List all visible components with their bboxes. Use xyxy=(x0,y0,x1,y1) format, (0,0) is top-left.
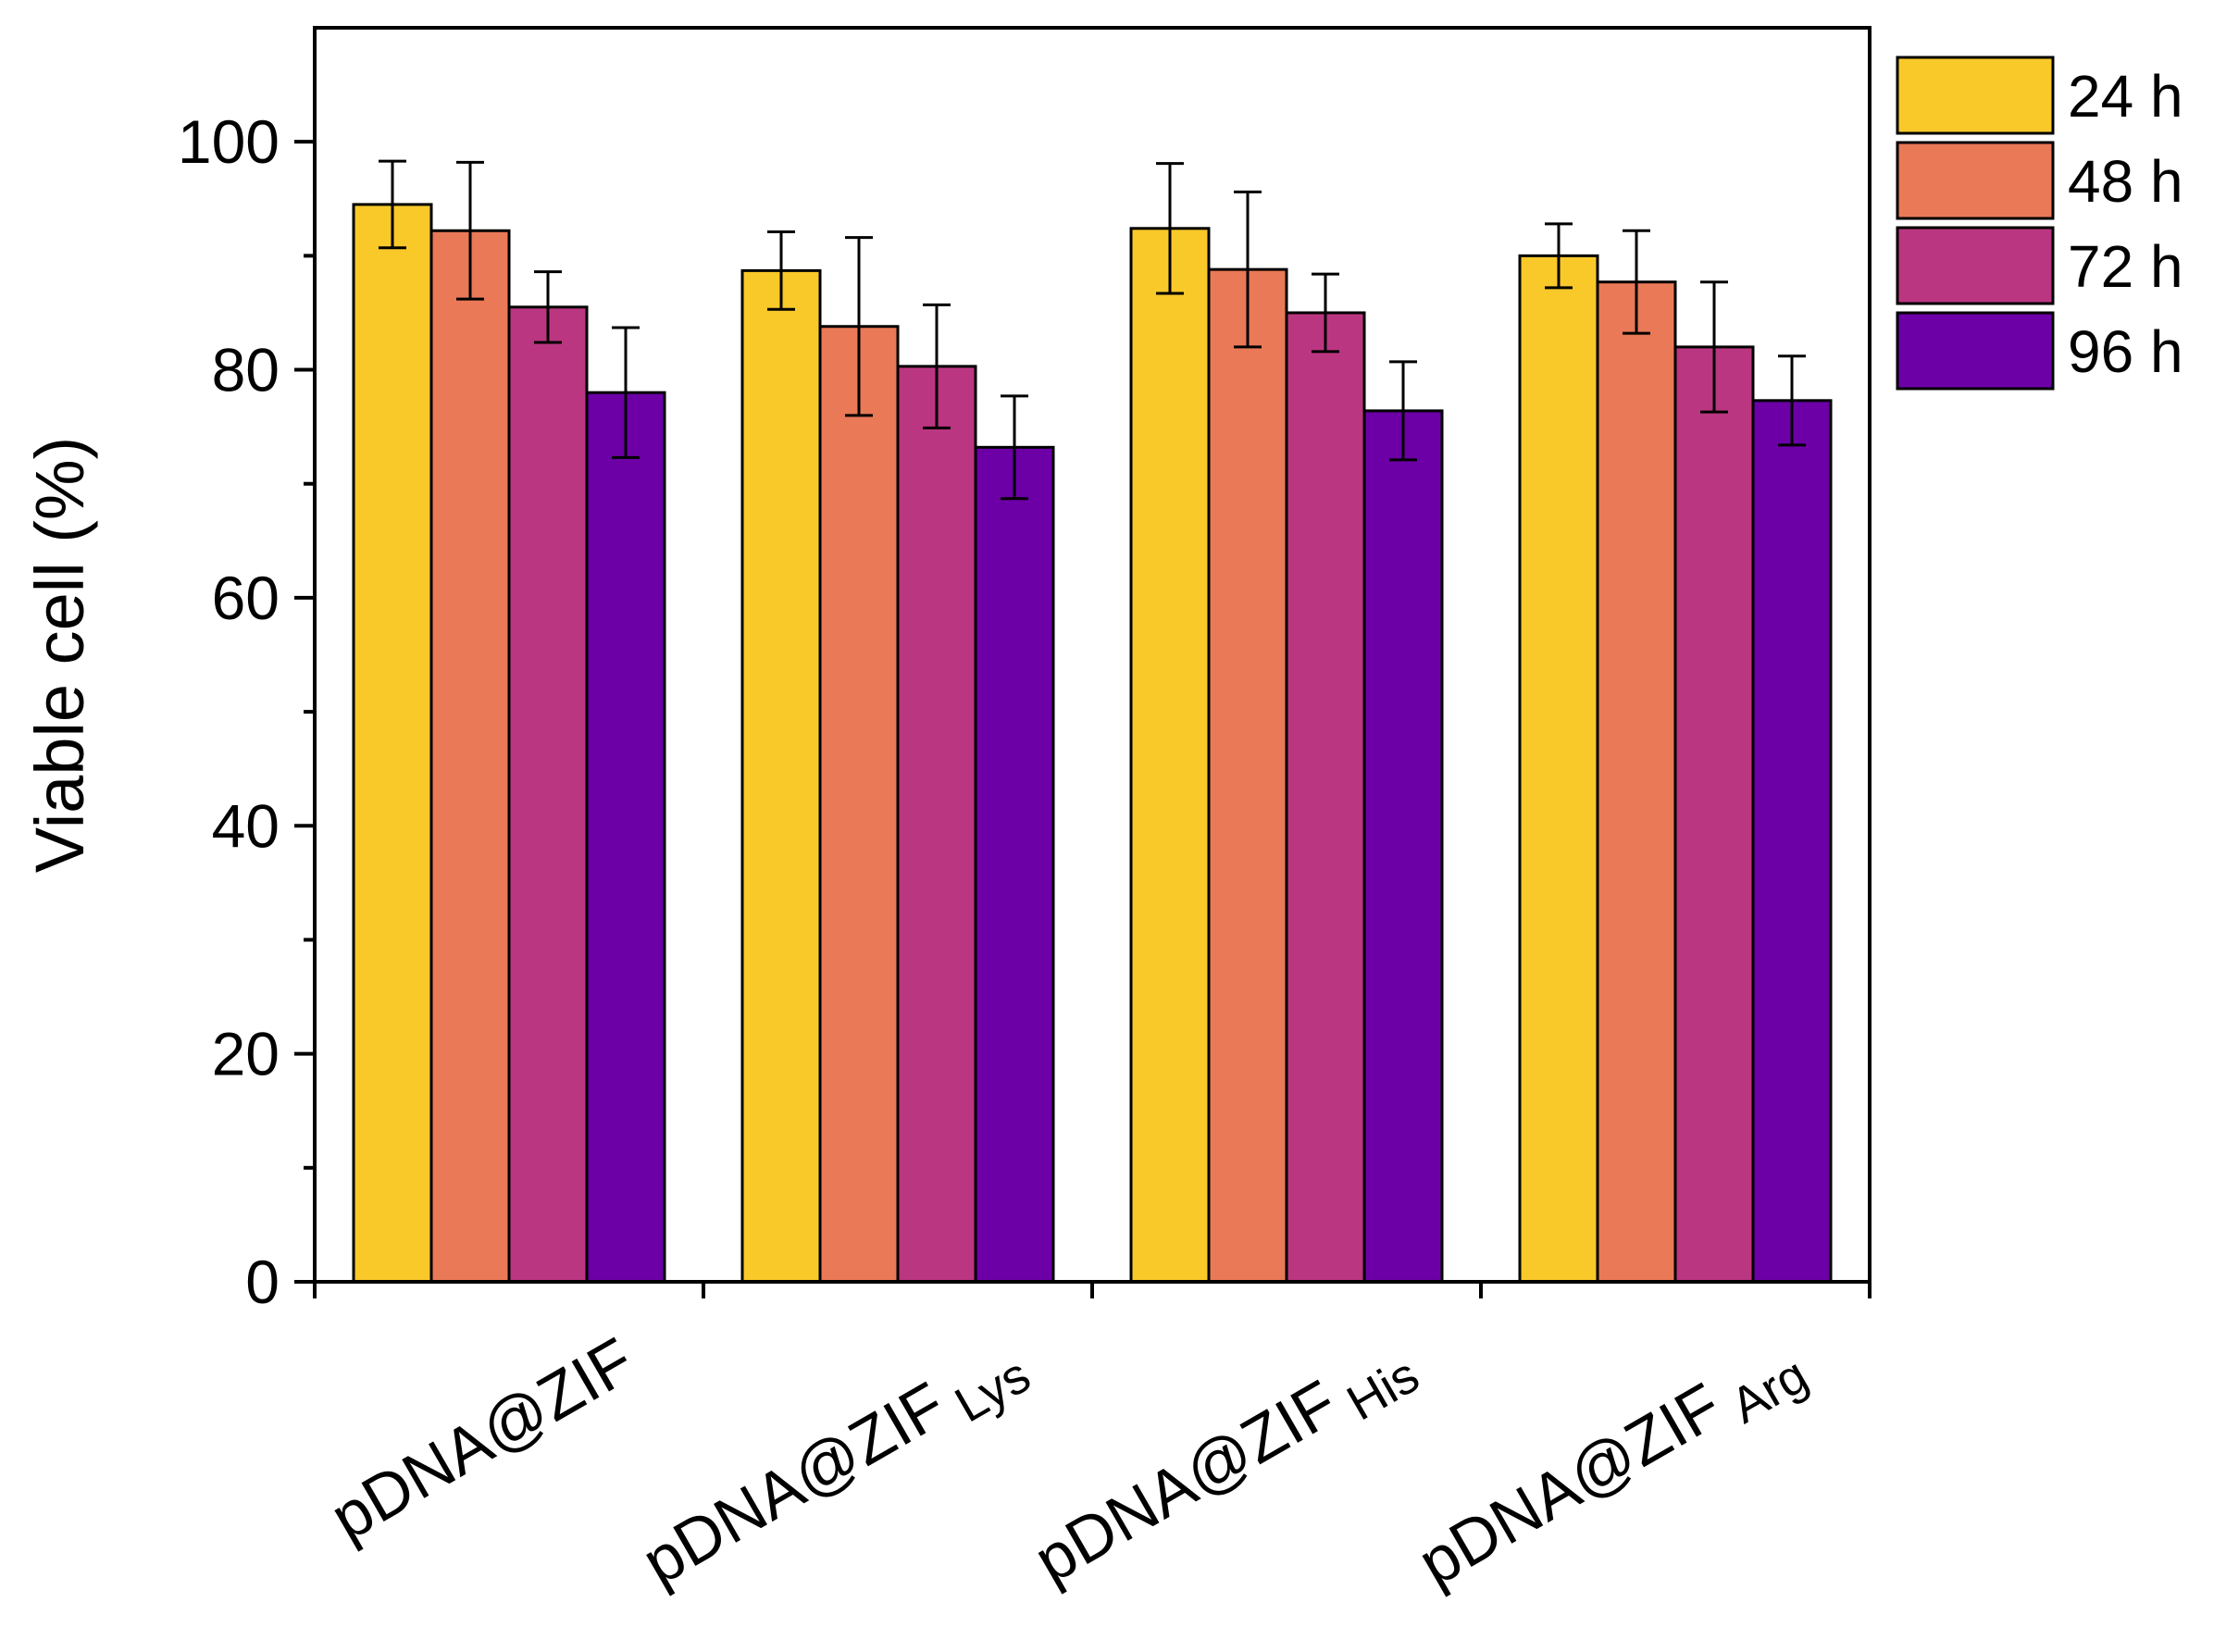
x-axis: pDNA@ZIFpDNA@ZIFLyspDNA@ZIFHispDNA@ZIFAr… xyxy=(313,1282,1872,1608)
legend-swatch xyxy=(1896,226,2055,305)
legend-swatch xyxy=(1896,311,2055,391)
x-category-label: pDNA@ZIFLys xyxy=(630,1323,1039,1607)
bar-24h xyxy=(1129,227,1211,1284)
legend-label: 24 h xyxy=(2068,63,2183,130)
x-category-subscript: Arg xyxy=(1722,1348,1817,1435)
x-category-main: pDNA@ZIF xyxy=(318,1323,645,1554)
error-bars-layer xyxy=(379,159,1806,501)
y-tick-label: 80 xyxy=(212,336,280,404)
y-axis: 0 20 40 60 80 100 xyxy=(178,107,315,1316)
bar-48h xyxy=(1596,280,1677,1284)
y-tick-label: 40 xyxy=(212,791,280,860)
bar-72h xyxy=(896,365,977,1284)
bar-24h xyxy=(1518,254,1599,1284)
bars-layer xyxy=(352,203,1833,1284)
legend-swatch xyxy=(1896,56,2055,135)
x-category-label: pDNA@ZIFHis xyxy=(1023,1323,1428,1605)
bar-48h xyxy=(818,325,900,1284)
bar-96h xyxy=(974,445,1055,1284)
bar-72h xyxy=(1673,345,1755,1284)
x-category-main: pDNA@ZIF xyxy=(630,1368,957,1598)
y-tick-label: 0 xyxy=(245,1248,280,1316)
x-category-subscript: His xyxy=(1337,1348,1428,1432)
x-category-subscript: Lys xyxy=(946,1348,1039,1434)
y-tick-label: 100 xyxy=(178,107,280,176)
bar-72h xyxy=(507,305,589,1284)
x-category-label: pDNA@ZIFArg xyxy=(1406,1323,1817,1608)
x-category-main: pDNA@ZIF xyxy=(1023,1366,1349,1596)
bar-24h xyxy=(740,268,822,1284)
bar-48h xyxy=(429,229,511,1284)
legend-label: 72 h xyxy=(2068,233,2183,300)
bar-72h xyxy=(1285,311,1366,1284)
y-axis-title: Viable cell (%) xyxy=(21,437,98,874)
bar-96h xyxy=(1362,409,1444,1284)
bar-24h xyxy=(352,203,433,1284)
bar-96h xyxy=(585,391,666,1284)
y-tick-label: 60 xyxy=(212,564,280,632)
legend-swatch xyxy=(1896,141,2055,220)
x-category-label: pDNA@ZIF xyxy=(318,1323,645,1554)
x-category-main: pDNA@ZIF xyxy=(1406,1369,1733,1599)
legend-label: 48 h xyxy=(2068,148,2183,215)
legend: 24 h 48 h 72 h 96 h xyxy=(1896,56,2183,391)
legend-label: 96 h xyxy=(2068,318,2183,385)
bar-96h xyxy=(1751,399,1833,1284)
bar-48h xyxy=(1207,267,1288,1284)
y-tick-label: 20 xyxy=(212,1020,280,1088)
